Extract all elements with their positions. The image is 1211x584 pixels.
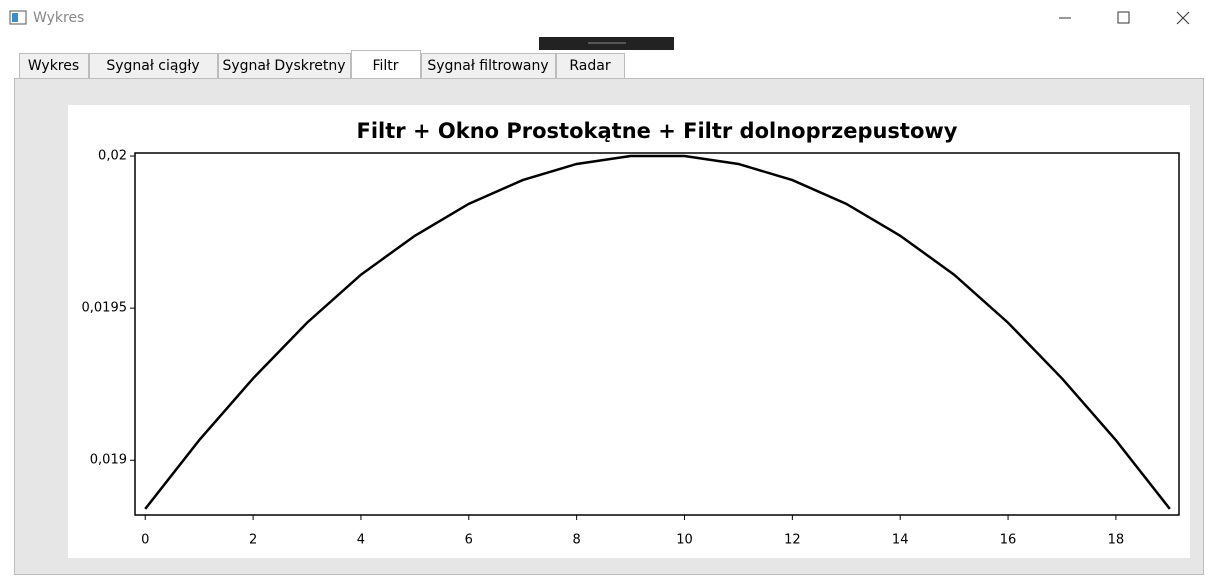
tab-label[interactable]: Filtr — [372, 58, 398, 74]
maximize-button[interactable] — [1117, 11, 1130, 24]
tab[interactable] — [421, 53, 556, 79]
y-tick-label: 0,02 — [98, 149, 127, 164]
x-tick-label: 4 — [357, 533, 365, 548]
tab[interactable] — [19, 53, 89, 79]
x-tick-label: 16 — [1000, 533, 1017, 548]
line-series — [144, 154, 1171, 510]
close-button[interactable] — [1176, 11, 1190, 25]
tab-strip: Wykres Sygnał ciągły Sygnał Dyskretny Filtr… — [19, 50, 625, 79]
y-tick-label: 0,0195 — [82, 301, 128, 316]
x-tick-label: 12 — [784, 533, 801, 548]
x-tick-label: 14 — [892, 533, 909, 548]
chart-title: Filtr + Okno Prostokątne + Filtr dolnopr… — [357, 119, 958, 143]
tab-label[interactable]: Wykres — [28, 58, 79, 74]
x-tick-label: 6 — [465, 533, 473, 548]
window-title: Wykres — [33, 10, 84, 26]
y-tick-label: 0,019 — [90, 453, 127, 468]
chart-area — [68, 105, 1190, 558]
tab-label[interactable]: Sygnał Dyskretny — [222, 58, 345, 74]
x-tick-label: 0 — [141, 533, 149, 548]
tab-label[interactable]: Radar — [569, 58, 610, 74]
plot-frame — [134, 152, 1180, 516]
x-tick-label: 18 — [1108, 533, 1125, 548]
x-tick-label: 8 — [573, 533, 581, 548]
tab-label[interactable]: Sygnał filtrowany — [427, 58, 548, 74]
x-tick-label: 2 — [249, 533, 257, 548]
x-tick-label: 10 — [676, 533, 693, 548]
app-icon-part — [12, 13, 18, 22]
tab-label[interactable]: Sygnał ciągły — [106, 58, 199, 74]
plot: 0,019 0,0195 0,02 0 2 4 6 8 10 12 14 16 18 — [82, 149, 1180, 548]
tab[interactable] — [218, 53, 351, 79]
